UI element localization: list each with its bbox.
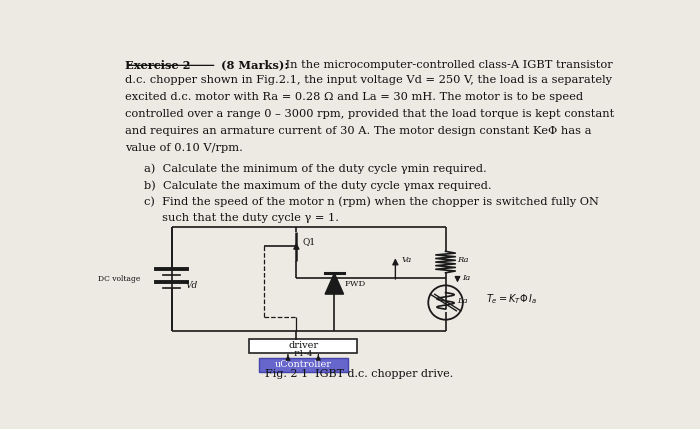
Text: In the microcomputer-controlled class-A IGBT transistor: In the microcomputer-controlled class-A … [281, 60, 612, 70]
Polygon shape [325, 273, 344, 294]
Text: (8 Marks):: (8 Marks): [216, 60, 288, 71]
Text: $T_e = K_T \Phi\, I_a$: $T_e = K_T \Phi\, I_a$ [486, 292, 538, 306]
Text: driver: driver [288, 341, 318, 350]
FancyBboxPatch shape [249, 339, 357, 353]
Text: uController: uController [274, 360, 332, 369]
Text: P1-4: P1-4 [293, 350, 313, 358]
Text: FWD: FWD [344, 280, 365, 287]
Text: La: La [458, 297, 468, 305]
Text: Ia: Ia [462, 274, 470, 282]
Text: such that the duty cycle γ = 1.: such that the duty cycle γ = 1. [144, 213, 340, 224]
Text: value of 0.10 V/rpm.: value of 0.10 V/rpm. [125, 143, 244, 153]
FancyBboxPatch shape [259, 358, 348, 372]
Text: Vd: Vd [185, 281, 197, 290]
Text: b)  Calculate the maximum of the duty cycle γmax required.: b) Calculate the maximum of the duty cyc… [144, 180, 492, 191]
Text: excited d.c. motor with Ra = 0.28 Ω and La = 30 mH. The motor is to be speed: excited d.c. motor with Ra = 0.28 Ω and … [125, 92, 584, 102]
Text: d.c. chopper shown in Fig.2.1, the input voltage Vd = 250 V, the load is a separ: d.c. chopper shown in Fig.2.1, the input… [125, 75, 612, 85]
Text: DC voltage: DC voltage [98, 275, 141, 283]
Text: Fig. 2 1  IGBT d.c. chopper drive.: Fig. 2 1 IGBT d.c. chopper drive. [265, 369, 453, 378]
Text: Exercise 2: Exercise 2 [125, 60, 191, 71]
Text: a)  Calculate the minimum of the duty cycle γmin required.: a) Calculate the minimum of the duty cyc… [144, 164, 487, 174]
Text: and requires an armature current of 30 A. The motor design constant KeΦ has a: and requires an armature current of 30 A… [125, 126, 592, 136]
Text: Ra: Ra [458, 257, 469, 264]
Text: c)  Find the speed of the motor n (rpm) when the chopper is switched fully ON: c) Find the speed of the motor n (rpm) w… [144, 197, 599, 207]
Text: Va: Va [402, 257, 412, 264]
Text: Q1: Q1 [303, 237, 316, 246]
Text: controlled over a range 0 – 3000 rpm, provided that the load torque is kept cons: controlled over a range 0 – 3000 rpm, pr… [125, 109, 615, 119]
